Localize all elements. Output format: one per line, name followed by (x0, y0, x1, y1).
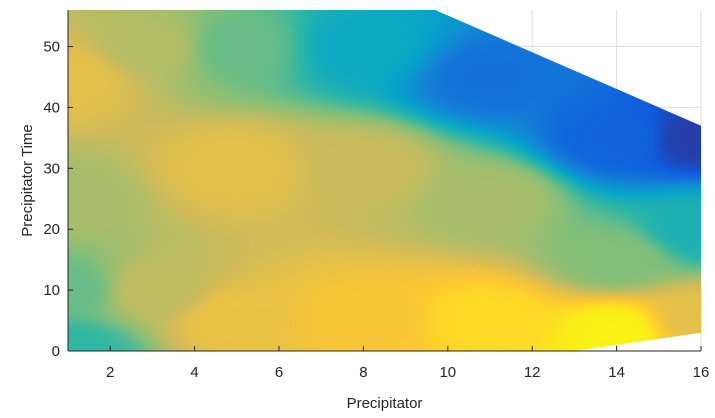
x-tick-label: 16 (693, 364, 710, 381)
x-tick-label: 12 (524, 364, 541, 381)
x-axis-label: Precipitator (347, 395, 423, 412)
y-tick-label: 40 (43, 99, 60, 116)
surface-fill (68, 10, 701, 351)
x-tick-label: 4 (190, 364, 198, 381)
axes: 2 4 6 8 10 12 14 16 0 10 20 30 40 50 (43, 10, 709, 381)
y-tick-label: 0 (52, 343, 60, 360)
y-tick-label: 10 (43, 282, 60, 299)
y-tick-label: 50 (43, 39, 60, 56)
x-tick-label: 10 (439, 364, 456, 381)
x-tick-label: 6 (275, 364, 283, 381)
y-tick-label: 20 (43, 221, 60, 238)
x-tick-label: 8 (359, 364, 367, 381)
y-axis-label: Precipitator Time (19, 124, 36, 237)
x-tick-label: 14 (608, 364, 625, 381)
x-tick-label: 2 (106, 364, 114, 381)
y-tick-label: 30 (43, 160, 60, 177)
